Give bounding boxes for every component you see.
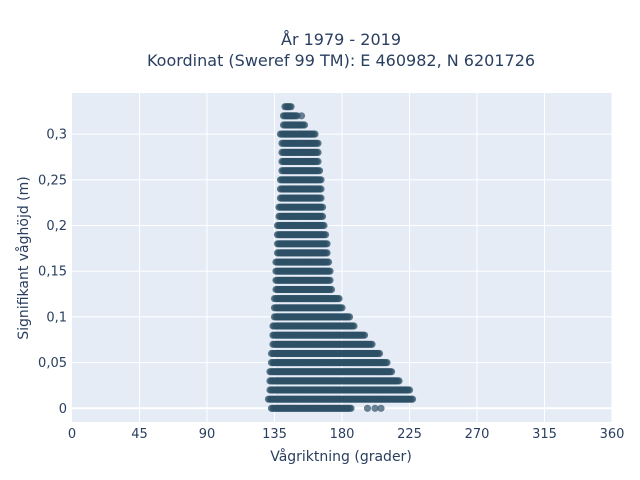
data-points [264, 103, 417, 412]
data-point [317, 185, 325, 193]
y-tick-label: 0,05 [38, 356, 67, 371]
data-point [405, 386, 414, 394]
y-tick-label: 0 [59, 402, 67, 417]
data-point [314, 139, 322, 147]
data-point [297, 112, 306, 120]
data-point [317, 194, 325, 202]
data-point [360, 331, 369, 339]
y-tick-label: 0,3 [46, 128, 67, 143]
data-point [326, 276, 334, 284]
data-point [335, 295, 343, 303]
data-point [317, 176, 325, 184]
data-point [363, 404, 372, 412]
y-axis-label: Signifikant våghöjd (m) [15, 176, 32, 339]
data-point [408, 395, 417, 403]
data-point [338, 304, 346, 312]
x-tick-label: 135 [262, 427, 287, 442]
data-point [323, 240, 331, 248]
x-axis-label: Vågriktning (grader) [270, 448, 412, 465]
data-point [350, 322, 358, 330]
x-axis-ticks: 0 45 90 135 180 225 270 315 360 [68, 427, 625, 442]
data-point [387, 368, 396, 376]
x-tick-label: 180 [330, 427, 355, 442]
data-point [326, 267, 334, 275]
data-point [395, 377, 403, 385]
data-point [314, 157, 322, 166]
data-point [320, 221, 328, 230]
x-tick-label: 90 [199, 427, 216, 442]
data-point [383, 359, 391, 367]
chart-title-line1: År 1979 - 2019 [281, 30, 401, 49]
y-tick-label: 0,25 [38, 173, 67, 188]
data-point [371, 404, 379, 412]
data-point [314, 148, 322, 156]
x-tick-label: 45 [131, 427, 148, 442]
y-tick-label: 0,2 [46, 219, 67, 234]
x-tick-label: 270 [465, 427, 490, 442]
y-tick-label: 0,1 [46, 310, 67, 325]
chart-title-line2: Koordinat (Sweref 99 TM): E 460982, N 62… [147, 51, 535, 70]
x-tick-label: 0 [68, 427, 76, 442]
data-point [318, 212, 327, 220]
x-tick-label: 315 [532, 427, 557, 442]
data-point [324, 258, 333, 266]
data-point [318, 203, 327, 211]
data-point [321, 231, 330, 239]
data-point [315, 167, 324, 175]
y-tick-label: 0,15 [38, 265, 67, 280]
data-point [287, 103, 295, 111]
data-point [345, 313, 354, 321]
data-point [311, 130, 319, 138]
data-point [300, 121, 309, 129]
x-tick-label: 360 [600, 427, 625, 442]
x-tick-label: 225 [397, 427, 422, 442]
data-point [377, 404, 385, 412]
y-axis-ticks: 0 0,05 0,1 0,15 0,2 0,25 0,3 [38, 128, 67, 417]
data-point [323, 249, 331, 257]
data-point [347, 404, 355, 412]
data-point [327, 285, 336, 294]
data-point [368, 340, 376, 348]
data-point [375, 349, 384, 358]
